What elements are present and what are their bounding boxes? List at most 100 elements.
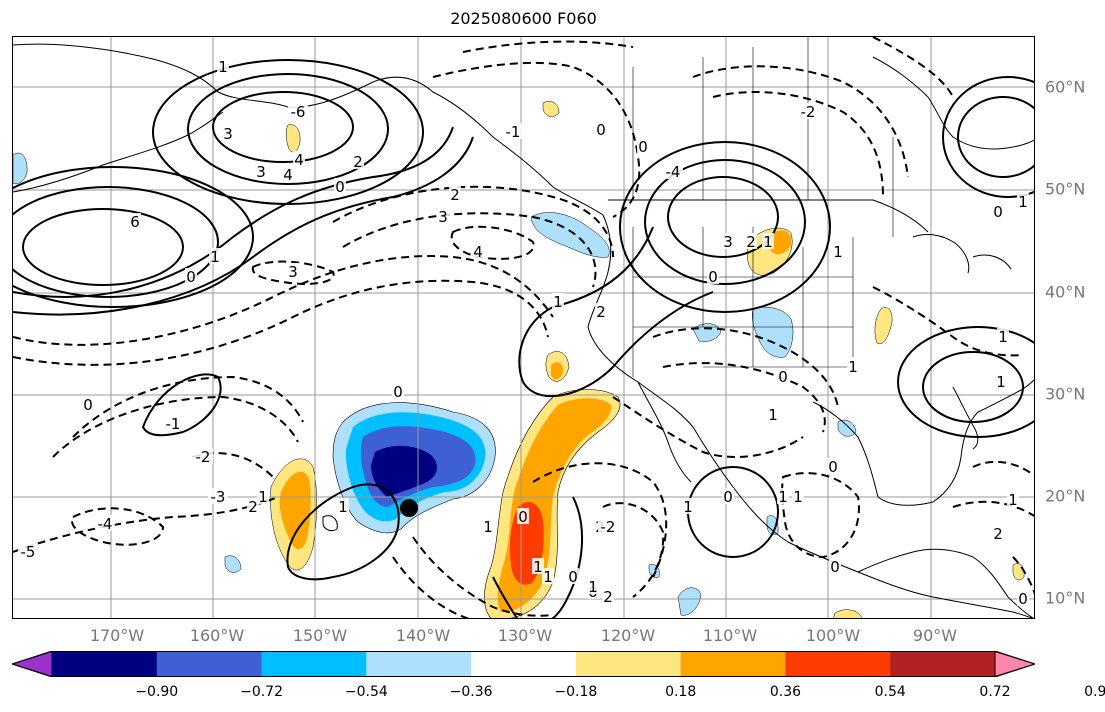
contour-label-bg: [209, 248, 221, 264]
contour-label-bg: [595, 303, 607, 319]
contour-label: 1: [793, 488, 803, 506]
contour-label: 1: [258, 488, 268, 506]
contour-label-bg: [762, 233, 774, 249]
latitude-label: 40°N: [1045, 282, 1086, 302]
warm-patch-2-core: [769, 230, 792, 255]
positive-contours: [13, 59, 1034, 618]
contour-label-bg: [532, 558, 544, 574]
negative-contour-line: [192, 452, 274, 478]
contour-label: 1: [833, 243, 843, 261]
hawaii: [322, 515, 338, 532]
positive-contour-ring: [942, 76, 1034, 198]
contour-label-bg: [832, 243, 844, 259]
contour-label: 4: [283, 166, 293, 184]
contour-label-bg: [663, 163, 683, 179]
contour-label-bg: [482, 518, 494, 534]
contour-label: 2: [450, 186, 460, 204]
contour-label: 1: [543, 568, 553, 586]
contour-label: -4: [98, 515, 113, 533]
positive-contour-ring: [687, 466, 779, 558]
contour-label: 4: [473, 243, 483, 261]
contour-label-bg: [503, 123, 523, 139]
contour-label-bg: [217, 58, 229, 74]
central-america: [857, 548, 1034, 618]
contour-label: 0: [518, 508, 528, 526]
contour-label: 0: [83, 396, 93, 414]
contour-label-bg: [352, 153, 364, 169]
positive-contour-ring: [13, 166, 254, 308]
shaded-fields: [13, 101, 1025, 618]
latitude-label: 10°N: [1045, 588, 1086, 608]
contour-label-bg: [792, 488, 804, 504]
contour-label-bg: [637, 138, 649, 154]
positive-contour-band: [13, 136, 474, 316]
west-coast: [587, 214, 1034, 618]
negative-contour-line: [692, 65, 909, 178]
colorbar-tick-label: −0.90: [135, 684, 179, 700]
contour-label: 1: [683, 498, 693, 516]
contour-label-bg: [997, 328, 1009, 344]
contour-label-bg: [777, 368, 789, 384]
contour-label: 1: [763, 233, 773, 251]
contour-label-bg: [1007, 491, 1019, 507]
contour-label: 0: [778, 368, 788, 386]
negative-contour-line: [450, 225, 535, 260]
alaska-coast: [13, 43, 604, 216]
contour-label: 3: [438, 208, 448, 226]
contour-label-bg: [847, 358, 859, 374]
negative-contour-line: [872, 37, 954, 98]
negative-contour-line: [781, 472, 860, 559]
contour-label-bg: [587, 578, 599, 594]
contour-label: 0: [568, 568, 578, 586]
contour-label: 0: [1018, 590, 1028, 608]
latitude-label: 20°N: [1045, 486, 1086, 506]
contour-label-bg: [995, 373, 1007, 389]
warm-patch-4: [285, 124, 301, 153]
colorbar-outline: [12, 651, 1035, 677]
contour-label: 1: [1018, 193, 1028, 211]
aleutian-chain: [13, 111, 224, 193]
longitude-label: 150°W: [292, 626, 348, 645]
longitude-label: 110°W: [702, 626, 758, 645]
contour-label: 4: [294, 151, 304, 169]
colorbar-segment: [52, 651, 158, 677]
contour-label-bg: [185, 268, 197, 284]
contour-label-bg: [287, 263, 299, 279]
contour-label: 6: [130, 213, 140, 231]
positive-contour-loop: [286, 483, 400, 581]
contour-label: -1: [166, 415, 181, 433]
contour-label: 1: [1008, 491, 1018, 509]
contour-label-bg: [829, 558, 841, 574]
negative-contour-line: [532, 462, 668, 578]
warm-patch-1-core: [279, 471, 311, 550]
latitude-label: 30°N: [1045, 384, 1086, 404]
contour-label-bg: [247, 498, 259, 514]
colorbar: [12, 651, 1035, 677]
latitude-label: 60°N: [1045, 77, 1086, 97]
contour-label: -6: [291, 103, 306, 121]
negative-contour-line: [462, 40, 634, 53]
positive-contour-ring: [957, 96, 1034, 178]
negative-contour-line: [13, 279, 549, 366]
contour-label-bg: [208, 488, 228, 504]
warm-patch-8: [833, 609, 863, 618]
contour-label-bg: [1017, 590, 1029, 606]
contour-label: -3: [211, 488, 226, 506]
positive-contour-ring: [187, 73, 389, 185]
contour-label: 0: [723, 488, 733, 506]
blue-patch-6: [677, 587, 702, 616]
map-title: 2025080600 F060: [450, 9, 597, 28]
positive-contour-band: [492, 576, 518, 618]
negative-contour-line: [662, 362, 826, 433]
contour-label: -2: [196, 448, 211, 466]
contour-label-bg: [193, 448, 213, 464]
contour-label: 3: [256, 163, 266, 181]
longitude-label: 100°W: [805, 626, 861, 645]
positive-contour-band: [13, 126, 454, 298]
storm-center-marker: [400, 499, 418, 517]
negative-contour-line: [952, 500, 1034, 517]
florida: [952, 386, 979, 450]
contour-label: 1: [998, 328, 1008, 346]
